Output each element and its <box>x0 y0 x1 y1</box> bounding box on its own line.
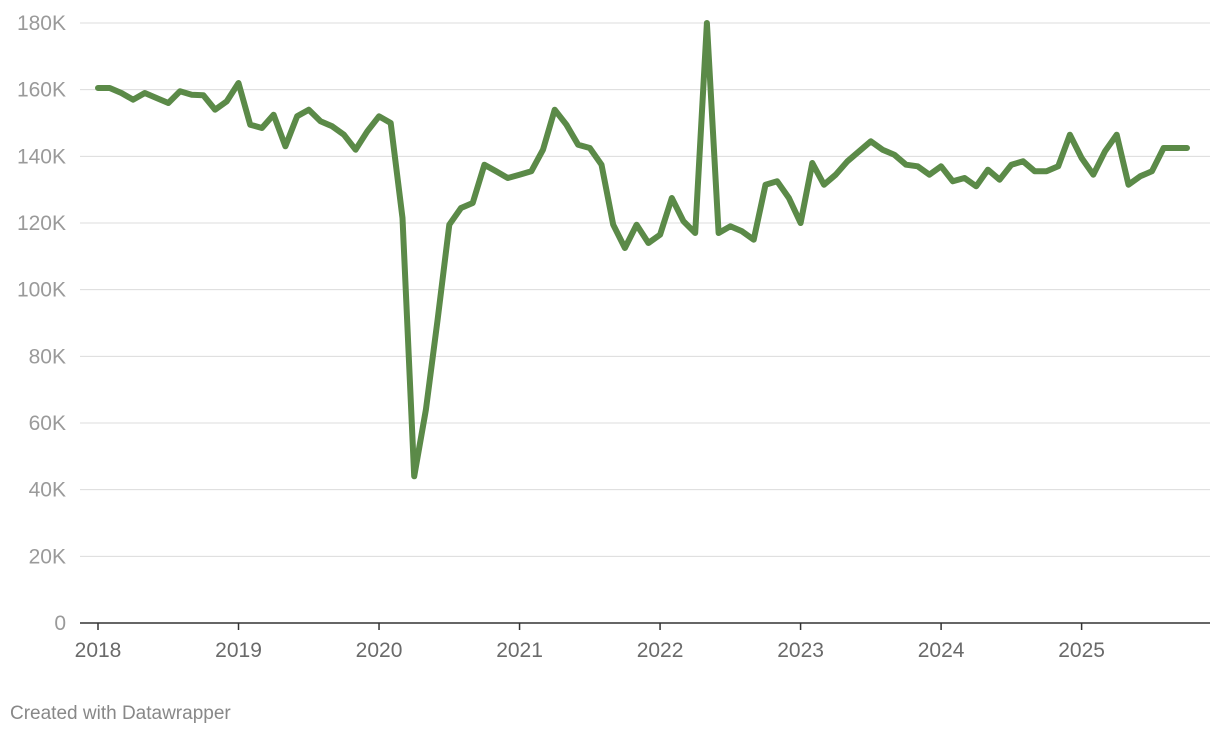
x-tick-label: 2023 <box>777 639 824 662</box>
y-tick-label: 20K <box>29 545 66 568</box>
line-chart: 0 20K 40K 60K 80K 100K 120K 140K 160K 180K 2018 201… <box>17 12 1210 662</box>
y-tick-label: 100K <box>17 279 66 302</box>
y-tick-label: 0 <box>54 612 66 635</box>
x-tick-label: 2021 <box>496 639 543 662</box>
x-tick-label: 2022 <box>637 639 684 662</box>
y-tick-label: 60K <box>29 412 66 435</box>
y-tick-label: 40K <box>29 479 66 502</box>
gridlines <box>80 22 1210 557</box>
axes: 0 20K 40K 60K 80K 100K 120K 140K 160K 180K 2018 201… <box>17 12 1210 662</box>
y-tick-label: 160K <box>17 79 66 102</box>
y-tick-label: 180K <box>17 12 66 35</box>
credit-footer: Created with Datawrapper <box>10 703 231 724</box>
series-line <box>95 20 1190 480</box>
y-tick-label: 120K <box>17 212 66 235</box>
chart-canvas: 0 20K 40K 60K 80K 100K 120K 140K 160K 180K 2018 201… <box>17 12 1210 662</box>
x-tick-label: 2024 <box>918 639 965 662</box>
x-tick-label: 2020 <box>356 639 403 662</box>
x-tick-label: 2018 <box>75 639 122 662</box>
x-tick-label: 2025 <box>1058 639 1105 662</box>
y-tick-label: 80K <box>29 345 66 368</box>
y-tick-label: 140K <box>17 145 66 168</box>
series-layer <box>95 20 1190 480</box>
x-tick-label: 2019 <box>215 639 262 662</box>
